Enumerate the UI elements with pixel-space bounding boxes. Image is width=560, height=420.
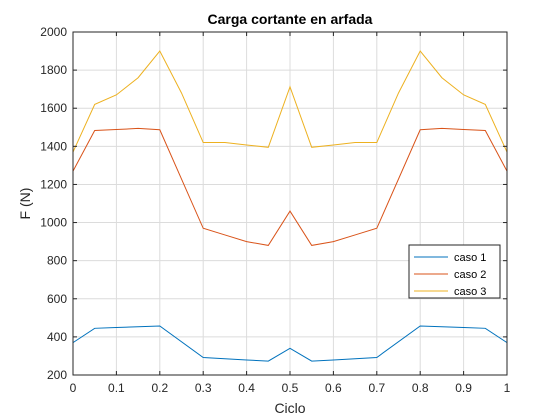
x-tick-label: 0.5 (282, 381, 299, 395)
y-axis-label: F (N) (17, 188, 33, 220)
x-tick-label: 0.7 (368, 381, 385, 395)
x-tick-label: 0.4 (238, 381, 255, 395)
chart-title: Carga cortante en arfada (208, 11, 373, 27)
y-tick-label: 1000 (40, 216, 67, 230)
legend: caso 1 caso 2 caso 3 (408, 244, 501, 299)
series-lines (72, 50, 508, 362)
series-line-caso-1 (72, 325, 508, 362)
y-tick-label: 800 (47, 254, 67, 268)
ticks (72, 31, 508, 376)
legend-box (408, 244, 501, 299)
y-tick-label: 2000 (40, 25, 67, 39)
y-tick-label: 1200 (40, 177, 67, 191)
x-tick-labels: 0 0.1 0.2 0.3 0.4 0.5 0.6 0.7 0.8 0.9 1 (70, 381, 511, 395)
y-tick-label: 400 (47, 330, 67, 344)
y-tick-label: 1600 (40, 101, 67, 115)
legend-label-caso-1: caso 1 (454, 252, 486, 264)
y-tick-labels: 200 400 600 800 1000 1200 1400 1600 1800 2000 (40, 25, 67, 382)
series-line-caso-2 (72, 127, 508, 246)
x-tick-label: 0.8 (412, 381, 429, 395)
y-tick-label: 600 (47, 292, 67, 306)
x-tick-label: 0.3 (195, 381, 212, 395)
legend-label-caso-3: caso 3 (454, 286, 486, 298)
x-axis-label: Ciclo (274, 400, 305, 416)
y-tick-label: 1800 (40, 63, 67, 77)
x-tick-label: 1 (504, 381, 511, 395)
y-tick-label: 200 (47, 368, 67, 382)
legend-label-caso-2: caso 2 (454, 269, 486, 281)
x-tick-label: 0.1 (108, 381, 125, 395)
x-tick-label: 0.9 (455, 381, 472, 395)
x-tick-label: 0.2 (151, 381, 168, 395)
x-tick-label: 0.6 (325, 381, 342, 395)
series-line-caso-3 (72, 50, 508, 153)
x-tick-label: 0 (70, 381, 77, 395)
y-tick-label: 1400 (40, 139, 67, 153)
